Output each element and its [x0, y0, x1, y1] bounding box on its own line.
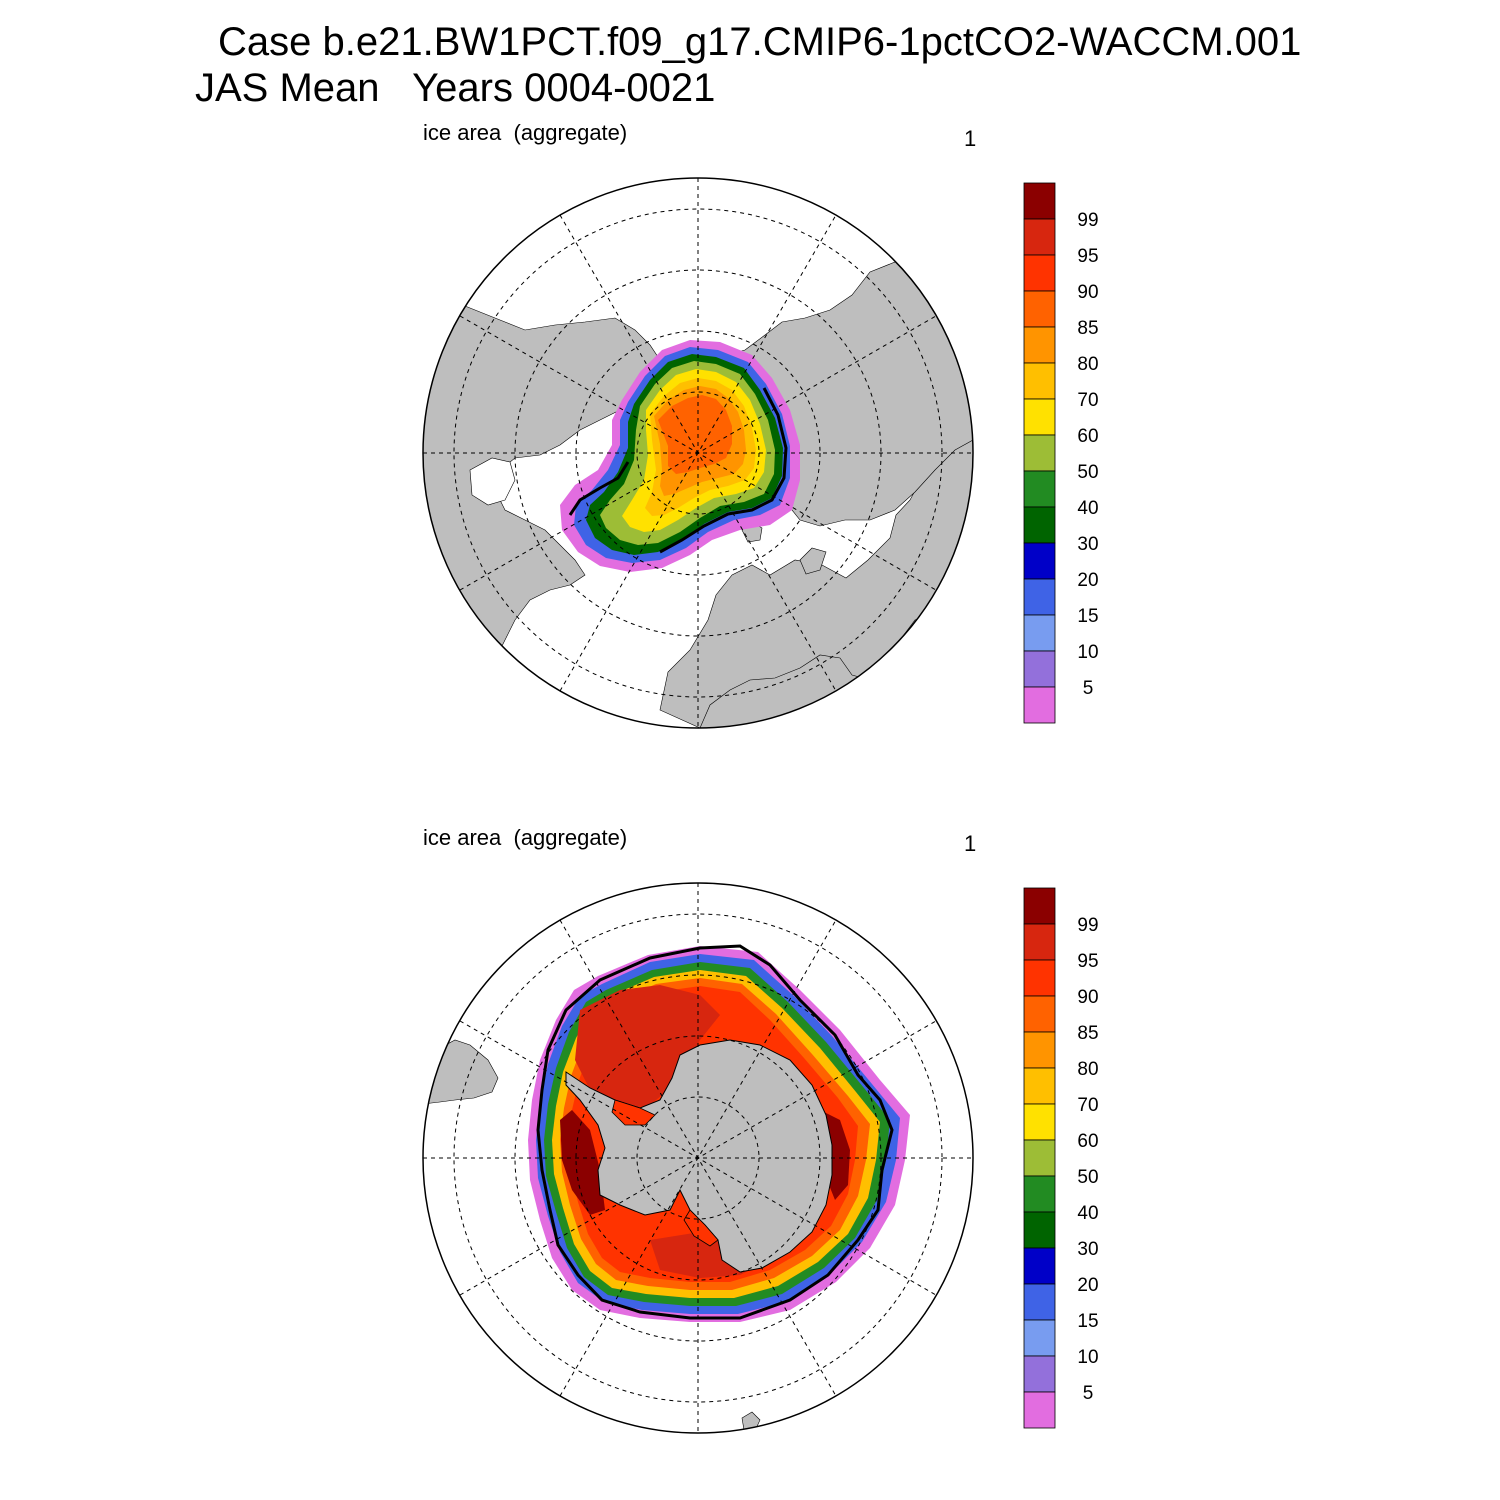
colorbar-south-tick-label: 50 — [1077, 1167, 1098, 1188]
land-novaya-zemlya — [799, 547, 827, 575]
colorbar-south-tick-label: 80 — [1077, 1059, 1098, 1080]
arctic-ice-edge-contour — [659, 387, 788, 554]
colorbar-north-tick-label: 85 — [1077, 318, 1098, 339]
colorbar-north-swatch — [1023, 290, 1056, 328]
colorbar-north-tick-label: 80 — [1077, 354, 1098, 375]
colorbar-north-tick-label: 20 — [1077, 570, 1098, 591]
hudson-bay — [469, 457, 516, 506]
colorbar-north-swatch — [1023, 470, 1056, 508]
colorbar-north-tick-label: 5 — [1083, 678, 1094, 699]
colorbar-north: 99 95 90 85 80 70 60 50 40 30 20 15 10 5 — [1023, 182, 1099, 724]
colorbar-north-tick-label: 40 — [1077, 498, 1098, 519]
baffin-ice-contour — [568, 461, 630, 516]
colorbar-south-swatch — [1023, 1391, 1056, 1429]
colorbar-south-swatch — [1023, 995, 1056, 1033]
colorbar-south-tick-label: 99 — [1077, 915, 1098, 936]
colorbar-south-swatch — [1023, 887, 1056, 925]
colorbar-south-tick-label: 30 — [1077, 1239, 1098, 1260]
panel-south-label: ice area (aggregate) — [423, 825, 628, 850]
colorbar-south-tick-label: 40 — [1077, 1203, 1098, 1224]
colorbar-south-tick-label: 95 — [1077, 951, 1098, 972]
colorbar-south-tick-label: 70 — [1077, 1095, 1098, 1116]
colorbar-south-swatch — [1023, 1283, 1056, 1321]
ross-sea-notch — [683, 1209, 719, 1247]
colorbar-south-swatch — [1023, 1067, 1056, 1105]
colorbar-south-tick-label: 60 — [1077, 1131, 1098, 1152]
colorbar-north-swatch — [1023, 614, 1056, 652]
colorbar-north-tick-label: 95 — [1077, 246, 1098, 267]
colorbar-north-tick-label: 10 — [1077, 642, 1098, 663]
south-graticule — [423, 883, 973, 1433]
colorbar-north-swatch — [1023, 326, 1056, 364]
figure-subtitle: JAS Mean Years 0004-0021 — [195, 66, 716, 110]
colorbar-north-tick-label: 99 — [1077, 210, 1098, 231]
colorbar-north-tick-label: 15 — [1077, 606, 1098, 627]
colorbar-south-swatch — [1023, 1031, 1056, 1069]
colorbar-south-swatch — [1023, 1247, 1056, 1285]
colorbar-south-swatch — [1023, 1139, 1056, 1177]
panel-south-number: 1 — [964, 831, 977, 856]
colorbar-south: 99 95 90 85 80 70 60 50 40 30 20 15 10 5 — [1023, 887, 1099, 1429]
south-polar-map — [422, 882, 974, 1434]
colorbar-south-tick-label: 20 — [1077, 1275, 1098, 1296]
colorbar-south-swatch — [1023, 923, 1056, 961]
colorbar-south-swatch — [1023, 1175, 1056, 1213]
colorbar-north-swatch — [1023, 578, 1056, 616]
colorbar-north-tick-label: 70 — [1077, 390, 1098, 411]
weddell-sea-notch — [611, 1099, 656, 1126]
colorbar-north-swatch — [1023, 182, 1056, 220]
figure-title: Case b.e21.BW1PCT.f09_g17.CMIP6-1pctCO2-… — [218, 20, 1302, 64]
colorbar-north-swatch — [1023, 434, 1056, 472]
land-antarctica — [565, 1039, 833, 1273]
panel-north-label: ice area (aggregate) — [423, 120, 628, 145]
colorbar-north-swatch — [1023, 506, 1056, 544]
colorbar-north-tick-label: 90 — [1077, 282, 1098, 303]
north-graticule — [423, 178, 973, 728]
colorbar-south-swatch — [1023, 1211, 1056, 1249]
colorbar-north-tick-label: 30 — [1077, 534, 1098, 555]
colorbar-south-tick-label: 15 — [1077, 1311, 1098, 1332]
north-polar-map — [422, 177, 974, 729]
colorbar-north-swatch — [1023, 686, 1056, 724]
colorbar-north-swatch — [1023, 254, 1056, 292]
colorbar-north-swatch — [1023, 542, 1056, 580]
colorbar-north-swatch — [1023, 398, 1056, 436]
colorbar-north-tick-label: 50 — [1077, 462, 1098, 483]
colorbar-north-swatch — [1023, 218, 1056, 256]
panel-north-number: 1 — [964, 126, 977, 151]
colorbar-north-swatch — [1023, 650, 1056, 688]
antarctic-ice-edge-contour — [536, 944, 894, 1320]
colorbar-south-swatch — [1023, 959, 1056, 997]
colorbar-south-swatch — [1023, 1355, 1056, 1393]
colorbar-south-swatch — [1023, 1319, 1056, 1357]
colorbar-north-swatch — [1023, 362, 1056, 400]
colorbar-south-tick-label: 10 — [1077, 1347, 1098, 1368]
colorbar-south-tick-label: 85 — [1077, 1023, 1098, 1044]
colorbar-south-tick-label: 5 — [1083, 1383, 1094, 1404]
colorbar-north-tick-label: 60 — [1077, 426, 1098, 447]
colorbar-south-swatch — [1023, 1103, 1056, 1141]
colorbar-south-tick-label: 90 — [1077, 987, 1098, 1008]
